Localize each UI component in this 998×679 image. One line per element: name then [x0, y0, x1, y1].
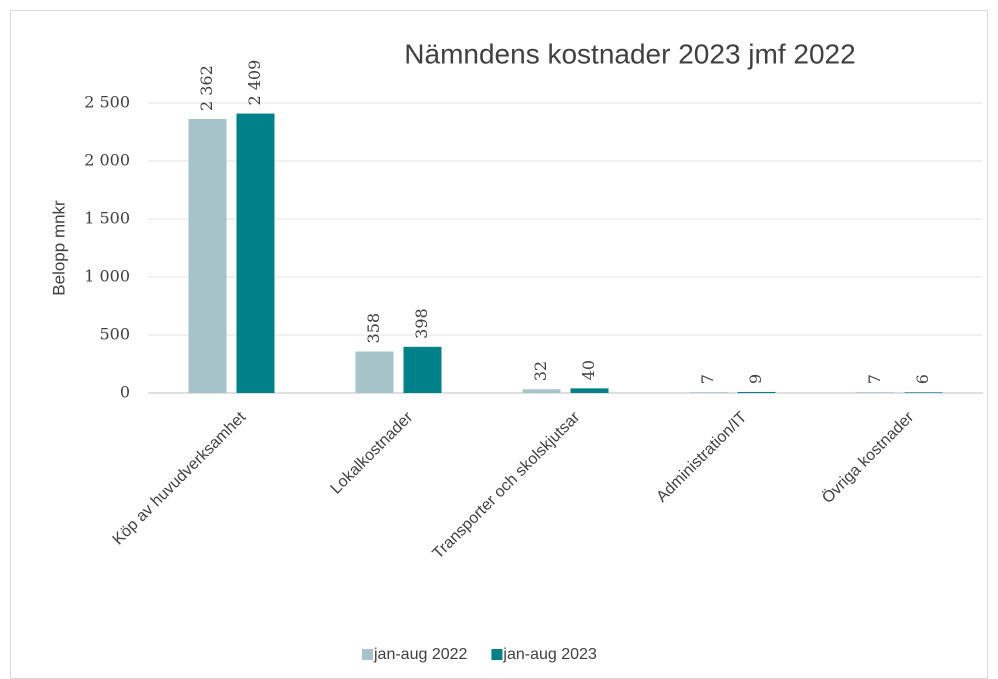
chart-border	[10, 10, 988, 679]
data-label: 7	[865, 374, 884, 384]
bar	[737, 391, 776, 393]
bar	[522, 389, 561, 393]
y-tick-label: 1 500	[84, 209, 130, 228]
y-tick-label: 2 000	[84, 151, 130, 170]
data-label: 358	[364, 313, 383, 344]
data-label: 2 362	[197, 65, 216, 111]
bar	[856, 392, 895, 393]
legend-swatch	[362, 649, 373, 660]
data-label: 7	[698, 374, 717, 384]
chart-title: Nämndens kostnader 2023 jmf 2022	[404, 38, 855, 69]
data-label: 6	[913, 374, 932, 384]
bar	[570, 388, 609, 393]
bar	[904, 392, 943, 393]
data-label: 398	[412, 308, 431, 339]
y-tick-label: 1 000	[84, 267, 130, 286]
legend-swatch	[491, 649, 503, 660]
bar	[355, 351, 394, 393]
legend-label: jan-aug 2022	[373, 646, 468, 663]
legend-label: jan-aug 2023	[502, 646, 597, 663]
y-tick-label: 2 500	[84, 93, 130, 112]
bar	[403, 346, 442, 393]
y-tick-label: 0	[120, 383, 130, 402]
bar	[188, 119, 227, 394]
data-label: 32	[531, 361, 550, 381]
data-label: 9	[746, 374, 765, 384]
data-label: 2 409	[245, 60, 264, 106]
bar	[236, 113, 275, 393]
y-tick-label: 500	[99, 325, 130, 344]
data-label: 40	[579, 360, 598, 380]
bar	[689, 392, 728, 393]
y-axis-label: Belopp mnkr	[49, 200, 68, 296]
